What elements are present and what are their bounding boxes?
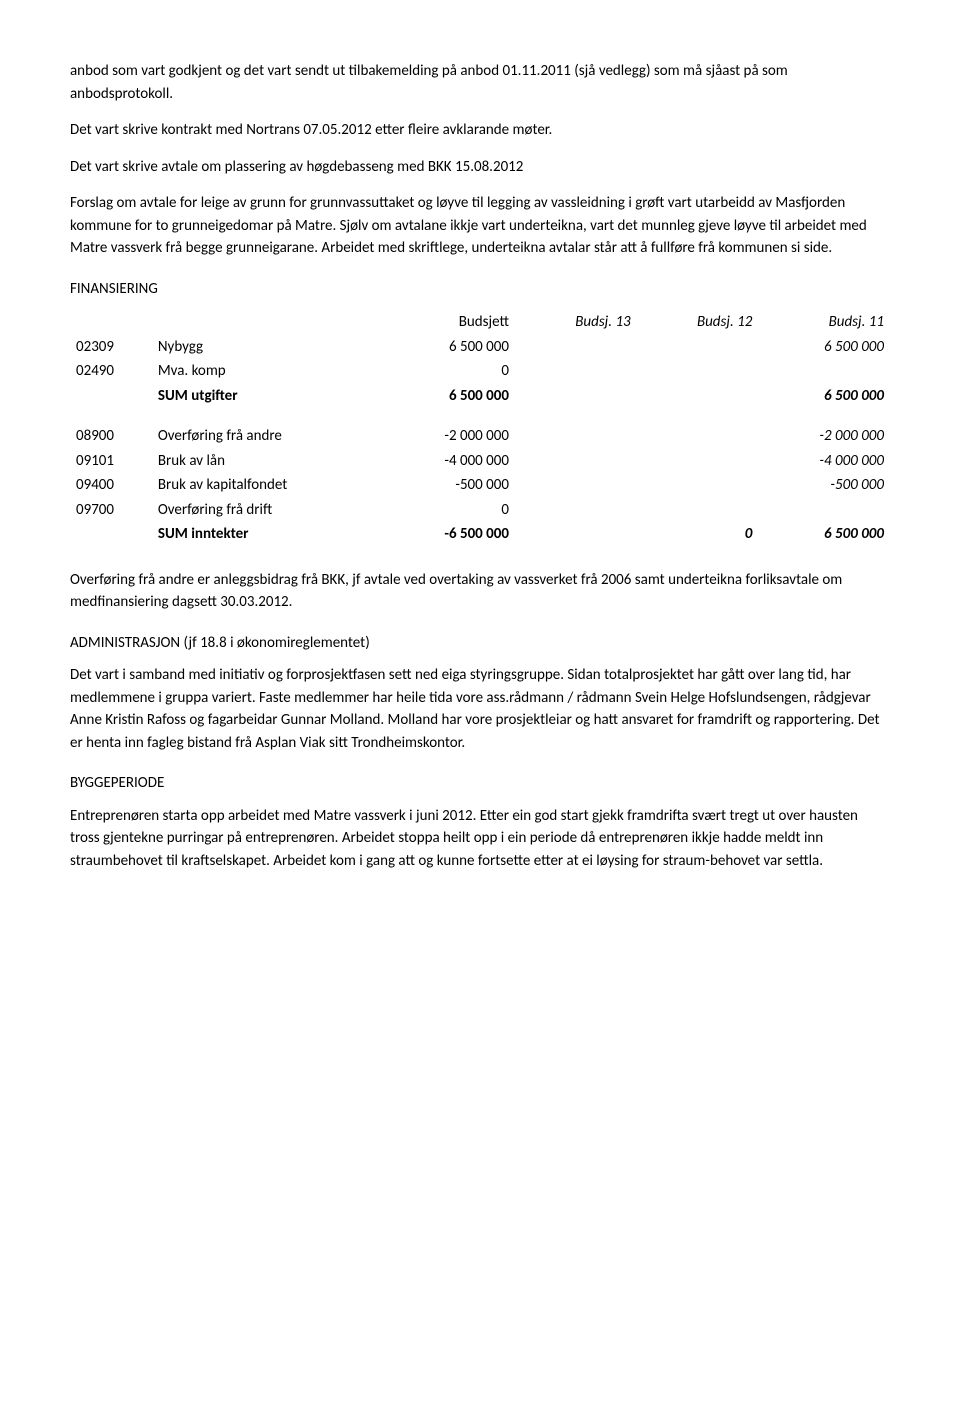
cell-code: 09101 <box>70 449 152 474</box>
heading-bygge: BYGGEPERIODE <box>70 772 890 795</box>
paragraph-3: Det vart skrive avtale om plassering av … <box>70 156 890 179</box>
cell-sum-label: SUM utgifter <box>152 384 383 409</box>
cell-label: Bruk av kapitalfondet <box>152 473 383 498</box>
paragraph-4: Forslag om avtale for leige av grunn for… <box>70 192 890 260</box>
cell-code: 02490 <box>70 359 152 384</box>
cell-b11: -4 000 000 <box>758 449 890 474</box>
table-row: 09101 Bruk av lån -4 000 000 -4 000 000 <box>70 449 890 474</box>
table-row: 02309 Nybygg 6 500 000 6 500 000 <box>70 335 890 360</box>
cell-sum-budget: -6 500 000 <box>383 522 515 547</box>
cell-code: 02309 <box>70 335 152 360</box>
cell-budget: 0 <box>383 359 515 384</box>
heading-admin: ADMINISTRASJON (jf 18.8 i økonomiregleme… <box>70 632 890 655</box>
cell-b12 <box>637 335 759 360</box>
cell-label: Mva. komp <box>152 359 383 384</box>
cell-budget: 0 <box>383 498 515 523</box>
cell-b13 <box>515 335 637 360</box>
paragraph-1: anbod som vart godkjent og det vart send… <box>70 60 890 105</box>
col-header-b11: Budsj. 11 <box>758 310 890 335</box>
cell-budget: 6 500 000 <box>383 335 515 360</box>
cell-sum-budget: 6 500 000 <box>383 384 515 409</box>
paragraph-6: Det vart i samband med initiativ og forp… <box>70 664 890 754</box>
table-row: 08900 Overføring frå andre -2 000 000 -2… <box>70 424 890 449</box>
cell-label: Overføring frå andre <box>152 424 383 449</box>
cell-sum-b11: 6 500 000 <box>758 384 890 409</box>
paragraph-2: Det vart skrive kontrakt med Nortrans 07… <box>70 119 890 142</box>
cell-budget: -500 000 <box>383 473 515 498</box>
paragraph-7: Entreprenøren starta opp arbeidet med Ma… <box>70 805 890 873</box>
cell-sum-b12: 0 <box>637 522 759 547</box>
col-header-b12: Budsj. 12 <box>637 310 759 335</box>
cell-sum-label: SUM inntekter <box>152 522 383 547</box>
paragraph-5: Overføring frå andre er anleggsbidrag fr… <box>70 569 890 614</box>
table-header-row: Budsjett Budsj. 13 Budsj. 12 Budsj. 11 <box>70 310 890 335</box>
cell-b11: -500 000 <box>758 473 890 498</box>
table-row: 09400 Bruk av kapitalfondet -500 000 -50… <box>70 473 890 498</box>
table-sum-row: SUM inntekter -6 500 000 0 6 500 000 <box>70 522 890 547</box>
col-header-b13: Budsj. 13 <box>515 310 637 335</box>
table-row: 02490 Mva. komp 0 <box>70 359 890 384</box>
cell-budget: -4 000 000 <box>383 449 515 474</box>
cell-label: Overføring frå drift <box>152 498 383 523</box>
cell-b11: -2 000 000 <box>758 424 890 449</box>
heading-finansiering: FINANSIERING <box>70 278 890 301</box>
table-row: 09700 Overføring frå drift 0 <box>70 498 890 523</box>
cell-code: 09400 <box>70 473 152 498</box>
cell-code: 08900 <box>70 424 152 449</box>
col-header-budget: Budsjett <box>383 310 515 335</box>
cell-code: 09700 <box>70 498 152 523</box>
table-sum-row: SUM utgifter 6 500 000 6 500 000 <box>70 384 890 409</box>
cell-label: Nybygg <box>152 335 383 360</box>
cell-sum-b11: 6 500 000 <box>758 522 890 547</box>
cell-label: Bruk av lån <box>152 449 383 474</box>
cell-b11: 6 500 000 <box>758 335 890 360</box>
cell-budget: -2 000 000 <box>383 424 515 449</box>
finance-table: Budsjett Budsj. 13 Budsj. 12 Budsj. 11 0… <box>70 310 890 547</box>
